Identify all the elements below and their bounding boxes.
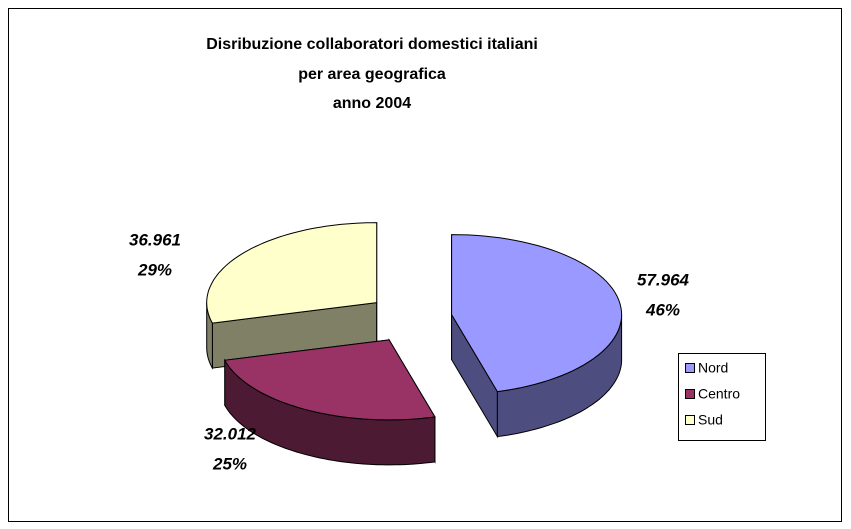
chart-title: anno 2004 [333, 95, 411, 112]
legend-swatch [685, 415, 695, 425]
legend-label: Centro [698, 386, 740, 402]
slice [223, 339, 436, 421]
chart-frame [8, 8, 842, 522]
chart-title: Disribuzione collaboratori domestici ita… [206, 36, 538, 53]
legend-swatch [685, 363, 695, 373]
data-label: 36.961 [129, 230, 181, 249]
legend-label: Nord [698, 360, 728, 376]
legend-label: Sud [698, 412, 723, 428]
data-label: 57.964 [637, 270, 690, 289]
chart-title: per area geografica [298, 66, 446, 83]
data-label: 29% [137, 260, 172, 279]
slice [206, 222, 378, 324]
data-label: 32.012 [204, 424, 257, 443]
slice [451, 234, 623, 393]
data-label: 46% [645, 300, 680, 319]
data-label: 25% [212, 454, 247, 473]
legend-swatch [685, 389, 695, 399]
